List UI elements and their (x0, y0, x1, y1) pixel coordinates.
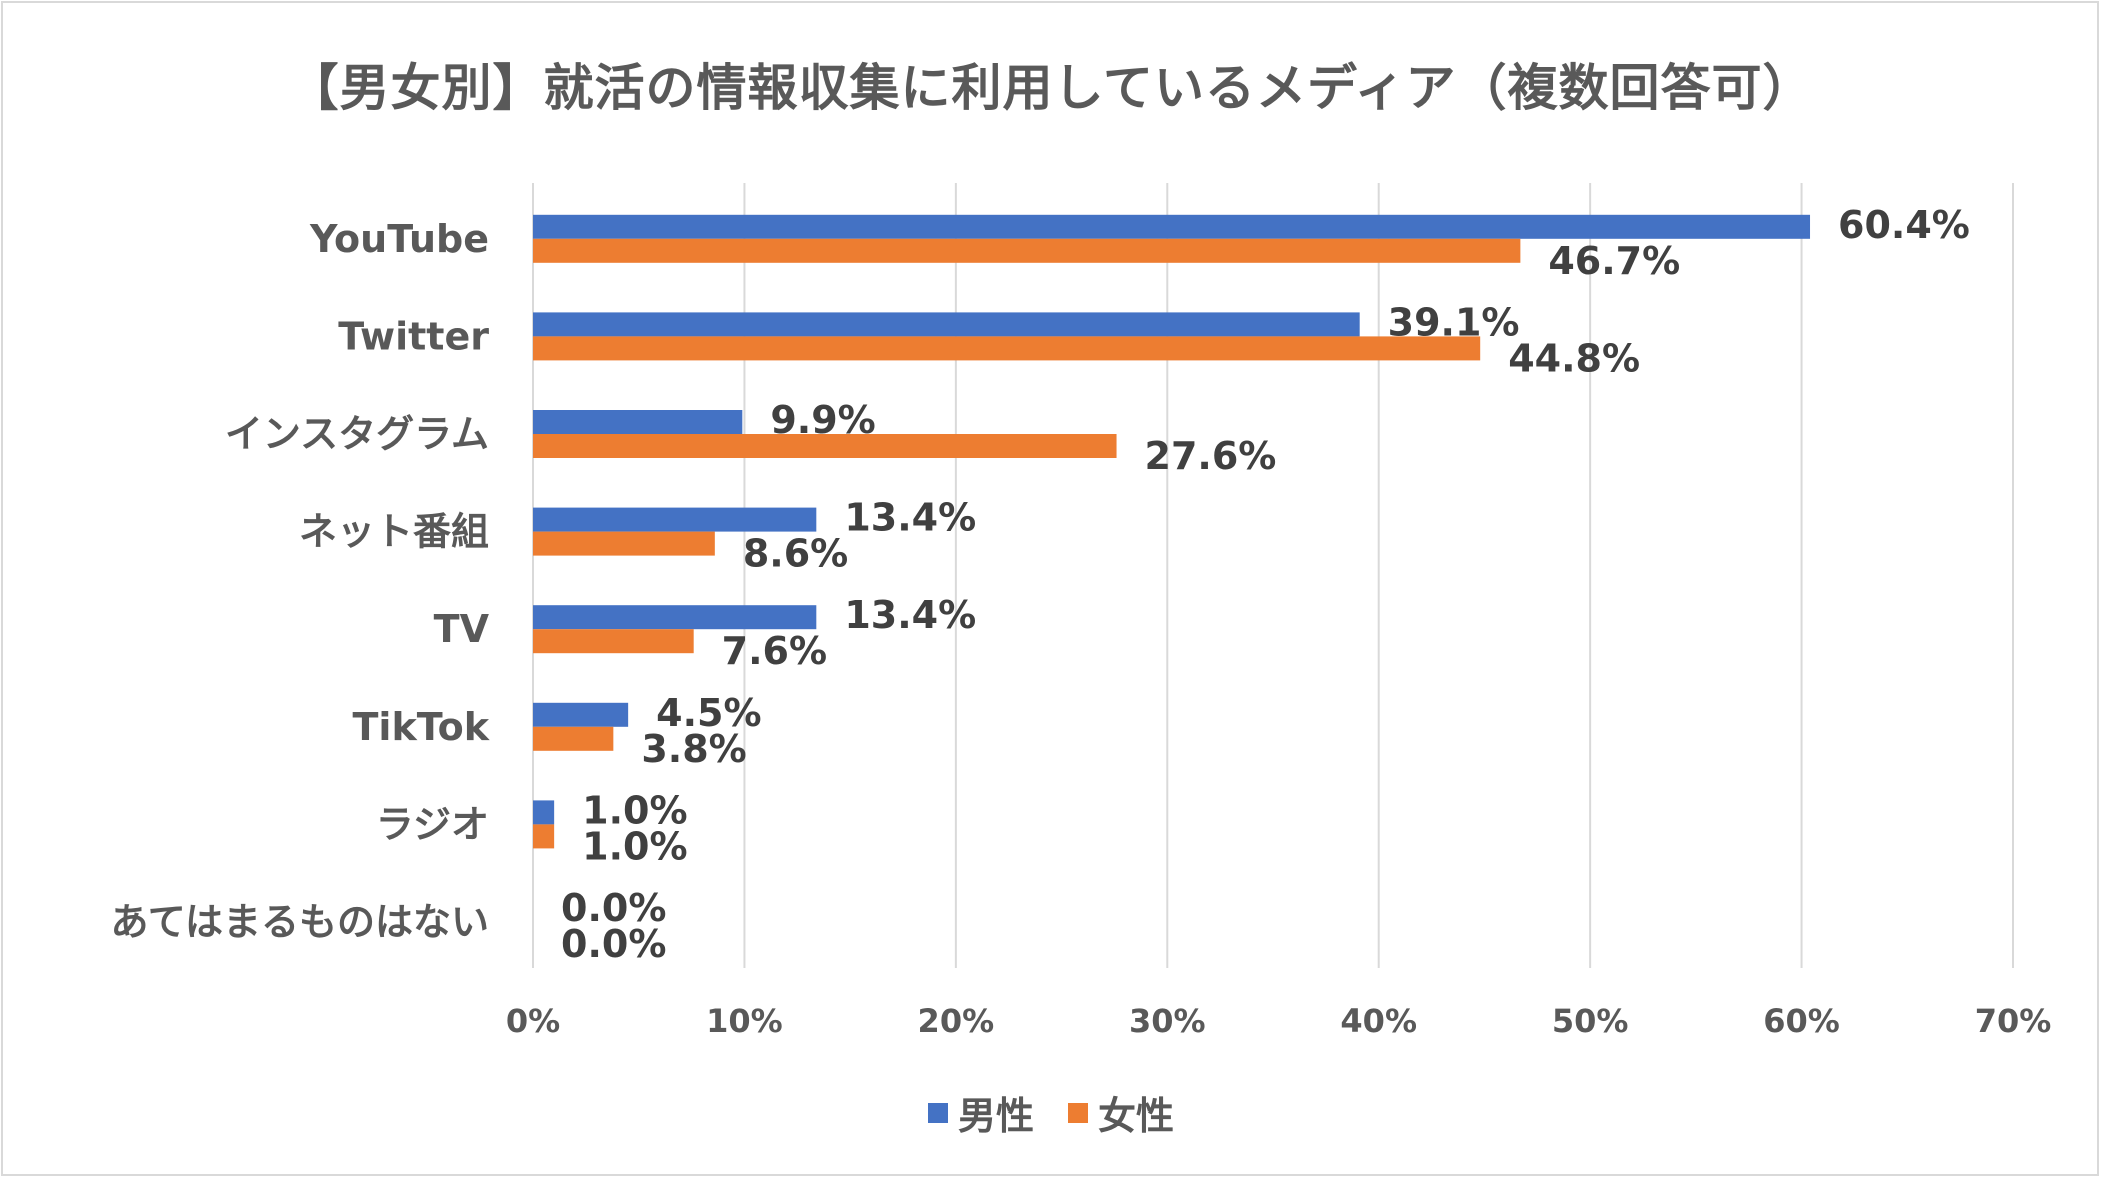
legend-swatch-female (1068, 1102, 1088, 1123)
category-label: Twitter (338, 314, 489, 358)
category-label: YouTube (309, 217, 489, 261)
legend-label-female: 女性 (1098, 1094, 1175, 1138)
data-label-female: 44.8% (1508, 336, 1640, 380)
bar-female (533, 531, 715, 556)
bar-female (533, 336, 1481, 361)
data-label-female: 8.6% (743, 532, 848, 576)
data-label-female: 27.6% (1145, 434, 1277, 478)
bar-male (533, 410, 743, 434)
data-label-female: 1.0% (582, 824, 687, 868)
data-label-male: 4.5% (656, 691, 761, 735)
data-label-female: 0.0% (561, 922, 666, 966)
data-label-male: 0.0% (561, 886, 666, 930)
legend-item-male: 男性 (927, 1085, 1034, 1140)
bar-male (533, 605, 817, 630)
category-label: ラジオ (376, 802, 489, 846)
x-tick-label: 20% (918, 1002, 995, 1040)
bar-female (533, 824, 555, 849)
x-tick-label: 40% (1340, 1002, 1417, 1040)
x-tick-label: 50% (1552, 1002, 1629, 1040)
x-tick-label: 0% (506, 1002, 560, 1040)
bar-female (533, 629, 694, 654)
x-tick-label: 70% (1975, 1002, 2052, 1040)
bar-female (533, 726, 614, 751)
x-tick-label: 60% (1763, 1002, 1840, 1040)
data-label-male: 13.4% (844, 496, 976, 540)
data-label-female: 46.7% (1548, 239, 1680, 283)
data-label-male: 60.4% (1838, 203, 1970, 247)
legend-swatch-male (927, 1102, 948, 1123)
bar-female (533, 434, 1117, 458)
category-label: TikTok (353, 705, 490, 749)
category-label: あてはまるものはない (111, 900, 489, 944)
data-label-male: 13.4% (844, 593, 976, 637)
bar-male (533, 702, 629, 727)
category-label: ネット番組 (299, 510, 489, 554)
bar-female (533, 238, 1521, 263)
chart-title: 【男女別】就活の情報収集に利用しているメディア（複数回答可） (288, 59, 1814, 117)
bar-male (533, 312, 1360, 337)
legend-item-female: 女性 (1068, 1085, 1174, 1140)
x-tick-label: 10% (706, 1002, 783, 1040)
bar-male (533, 214, 1811, 239)
legend: 男性 女性 (0, 1085, 2102, 1140)
data-label-male: 1.0% (582, 788, 687, 832)
legend-label-male: 男性 (957, 1094, 1034, 1138)
bar-male (533, 507, 817, 532)
x-tick-label: 30% (1129, 1002, 1206, 1040)
data-label-female: 3.8% (641, 727, 746, 771)
category-label: インスタグラム (225, 412, 489, 456)
data-label-female: 7.6% (722, 629, 827, 673)
category-label: TV (434, 607, 490, 651)
bar-male (533, 800, 555, 825)
